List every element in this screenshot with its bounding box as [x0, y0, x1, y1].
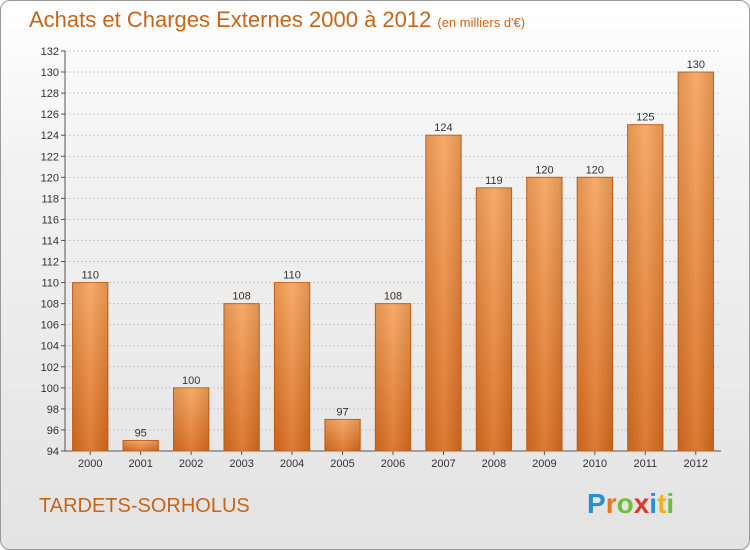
- y-tick-label: 108: [41, 299, 59, 311]
- y-tick-label: 94: [47, 446, 59, 458]
- data-label: 110: [283, 270, 301, 282]
- y-tick-label: 98: [47, 404, 59, 416]
- bar-shade: [577, 177, 613, 451]
- y-tick-label: 132: [41, 46, 59, 58]
- x-tick-label: 2002: [179, 458, 203, 470]
- x-tick-label: 2003: [229, 458, 253, 470]
- logo-letter: r: [605, 488, 617, 519]
- x-tick-label: 2009: [532, 458, 556, 470]
- unit-label: (en milliers d'€): [437, 15, 526, 30]
- y-tick-label: 120: [41, 172, 59, 184]
- label-layer: 110 95 100 108 110 97 108 124 119 120 120 125 130: [81, 59, 704, 439]
- bar-shade: [72, 282, 108, 451]
- bar-shade: [123, 440, 159, 451]
- data-label: 125: [636, 112, 654, 124]
- bar-shade: [274, 282, 310, 451]
- x-tick-label: 2008: [482, 458, 506, 470]
- y-tick-label: 130: [41, 67, 59, 79]
- x-tick-label: 2011: [633, 458, 657, 470]
- data-label: 95: [135, 427, 147, 439]
- bar-shade: [678, 72, 714, 451]
- y-tick-label: 104: [41, 341, 59, 353]
- proxiti-logo: Proxiti: [587, 488, 674, 520]
- y-tick-label: 96: [47, 425, 59, 437]
- y-tick-label: 110: [41, 278, 59, 290]
- y-tick-label: 112: [41, 257, 59, 269]
- logo-letter: x: [633, 488, 650, 519]
- x-tick-label: 2000: [78, 458, 102, 470]
- bar-shade: [526, 177, 563, 451]
- x-tick-label: 2001: [128, 458, 152, 470]
- y-tick-label: 124: [41, 130, 59, 142]
- y-tick-label: 114: [41, 235, 59, 247]
- y-tick-label: 100: [41, 383, 59, 395]
- y-tick-label: 106: [41, 320, 59, 332]
- bar-shade: [476, 187, 512, 451]
- logo-letter: t: [657, 488, 667, 519]
- data-label: 124: [434, 122, 452, 134]
- town-name: TARDETS-SORHOLUS: [39, 495, 250, 517]
- title-text: Achats et Charges Externes 2000 à 2012: [29, 7, 432, 32]
- bar-shade: [425, 135, 462, 452]
- bar-shade: [375, 303, 411, 451]
- bar-shade: [223, 303, 260, 451]
- y-tick-label: 116: [41, 214, 59, 226]
- logo-letter: o: [616, 488, 634, 519]
- bar-shade: [173, 387, 209, 451]
- data-label: 100: [182, 375, 200, 387]
- chart-title: Achats et Charges Externes 2000 à 2012 (e…: [29, 7, 525, 33]
- x-tick-label: 2010: [583, 458, 607, 470]
- data-label: 120: [535, 164, 553, 176]
- data-label: 119: [485, 175, 503, 187]
- x-tick-label: 2012: [684, 458, 708, 470]
- data-label: 108: [384, 291, 402, 303]
- data-label: 97: [336, 406, 348, 418]
- logo-letter: P: [587, 488, 606, 519]
- y-tick-label: 128: [41, 88, 59, 100]
- x-tick-label: 2006: [381, 458, 405, 470]
- y-tick-label: 122: [41, 151, 59, 163]
- data-label: 108: [232, 291, 250, 303]
- x-tick-label: 2005: [330, 458, 354, 470]
- data-label: 120: [586, 164, 604, 176]
- x-tick-label: 2004: [280, 458, 304, 470]
- data-label: 110: [81, 270, 99, 282]
- y-tick-label: 126: [41, 109, 59, 121]
- bar-shade: [324, 419, 361, 451]
- y-tick-label: 102: [41, 362, 59, 374]
- data-label: 130: [687, 59, 705, 71]
- bar-shade: [627, 124, 663, 452]
- logo-letter: i: [666, 488, 675, 519]
- y-tick-label: 118: [41, 193, 59, 205]
- bar-layer: [72, 71, 714, 452]
- x-tick-label: 2007: [431, 458, 455, 470]
- logo-letter: i: [649, 488, 658, 519]
